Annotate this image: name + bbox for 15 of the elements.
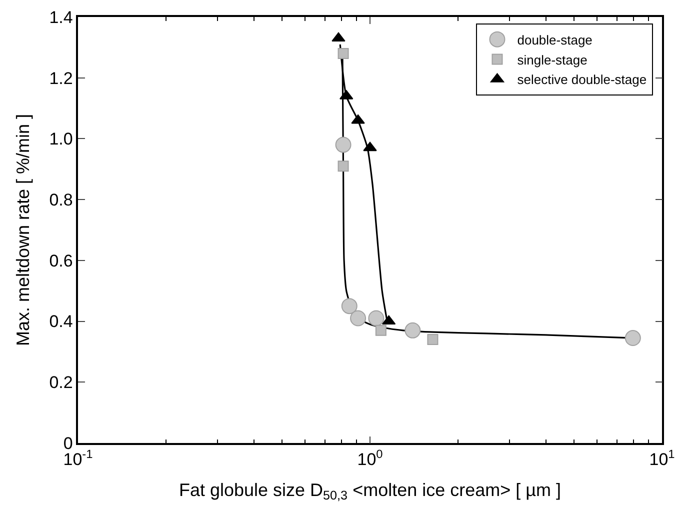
legend-label: double-stage <box>517 32 592 48</box>
y-tick-label: 0.8 <box>49 190 73 210</box>
y-axis-title: Max. meltdown rate [ %/min ] <box>12 114 33 346</box>
x-axis-title: Fat globule size D$_{50,3}$ <molten ice cream> [ µm ] <box>178 480 562 503</box>
x-tick-label: 10$^{0}$ <box>357 447 384 470</box>
x-tick-label: 10$^{1}$ <box>649 447 676 470</box>
legend-label: single-stage <box>517 52 588 68</box>
y-tick-label: 1.4 <box>49 8 73 27</box>
legend-label: selective double-stage <box>517 72 647 88</box>
y-tick-label: 0.4 <box>49 312 73 332</box>
y-tick-label: 1.0 <box>49 130 73 149</box>
y-tick-label: 1.2 <box>49 68 73 88</box>
y-tick-label: 0 <box>63 434 73 453</box>
y-tick-label: 0.2 <box>49 373 73 392</box>
y-tick-label: 0.6 <box>49 251 73 270</box>
